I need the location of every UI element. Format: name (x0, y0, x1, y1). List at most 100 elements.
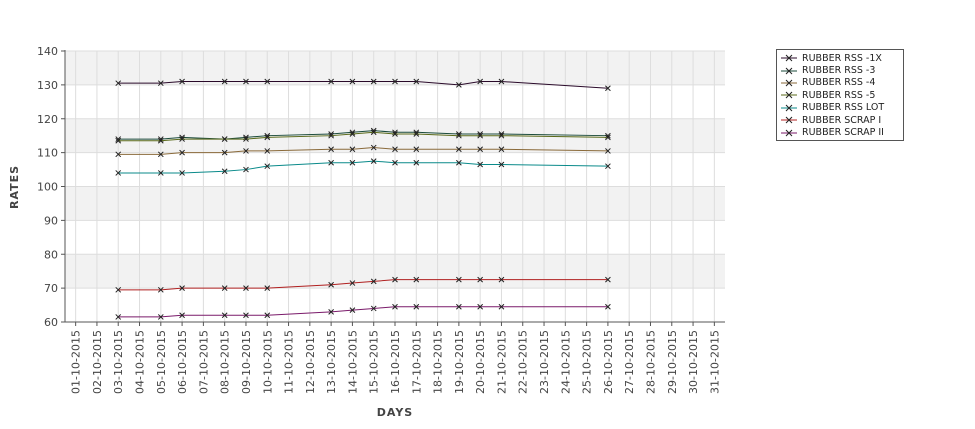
data-point (456, 276, 462, 283)
data-point (243, 285, 249, 291)
data-point (605, 163, 611, 170)
data-point (605, 134, 611, 141)
data-point (115, 314, 122, 320)
x-tick-label: 05-10-2015 (155, 330, 168, 394)
x-tick-label: 20-10-2015 (474, 330, 487, 394)
data-point (157, 151, 164, 158)
y-tick-label: 60 (44, 316, 58, 329)
series-layer (115, 78, 611, 320)
legend-label: RUBBER RSS LOT (802, 102, 885, 114)
data-point (243, 148, 249, 154)
series-1 (115, 78, 611, 92)
x-tick-label: 11-10-2015 (283, 330, 296, 394)
data-point (221, 312, 228, 319)
y-tick-label: 100 (37, 181, 58, 194)
data-point (179, 285, 185, 291)
data-point (157, 286, 164, 293)
data-point (370, 278, 377, 285)
data-point (328, 159, 334, 166)
data-point (328, 78, 334, 85)
x-tick-label: 17-10-2015 (410, 330, 423, 394)
data-point (264, 148, 271, 154)
data-point (370, 78, 377, 85)
data-point (392, 78, 398, 85)
data-point (264, 163, 271, 170)
x-tick-label: 12-10-2015 (304, 330, 317, 394)
legend-label: RUBBER RSS -5 (802, 89, 876, 101)
legend-label: RUBBER RSS -3 (802, 65, 876, 77)
x-tick-label: 19-10-2015 (453, 330, 466, 394)
x-tick-label: 15-10-2015 (368, 330, 381, 394)
x-tick-label: 28-10-2015 (644, 330, 657, 394)
data-point (498, 132, 505, 139)
x-tick-label: 14-10-2015 (346, 330, 359, 394)
data-point (413, 146, 420, 153)
data-point (115, 151, 122, 158)
y-tick-label: 140 (37, 45, 58, 58)
data-point (221, 168, 228, 175)
y-tick-label: 130 (37, 79, 58, 92)
data-point (221, 136, 228, 142)
series-5 (115, 158, 611, 176)
x-tick-label: 27-10-2015 (623, 330, 636, 394)
data-point (498, 303, 505, 310)
data-point (477, 78, 484, 85)
x-tick-label: 22-10-2015 (517, 330, 530, 394)
data-point (413, 78, 420, 85)
data-point (349, 131, 356, 137)
legend-item: RUBBER RSS -4 (777, 77, 903, 89)
x-tick-label: 10-10-2015 (261, 330, 274, 394)
data-point (370, 144, 377, 151)
data-point (243, 166, 249, 173)
data-point (392, 159, 398, 166)
data-point (179, 312, 185, 319)
series-3 (115, 144, 611, 158)
data-point (498, 78, 505, 85)
data-point (605, 85, 611, 92)
legend: RUBBER RSS -1X RUBBER RSS -3 RUBBER RSS -4… (776, 49, 904, 141)
data-point (221, 285, 228, 291)
data-point (243, 136, 249, 142)
legend-item: RUBBER SCRAP I (777, 114, 903, 126)
legend-marker (781, 129, 797, 136)
data-point (349, 146, 356, 153)
data-point (605, 276, 611, 283)
axis-ticks: 60 70 80 90 100 110 120 130 140 01-10-2015 02-10-2… (37, 45, 721, 394)
legend-marker (781, 104, 797, 112)
x-tick-label: 06-10-2015 (176, 330, 189, 394)
data-point (328, 132, 334, 139)
x-tick-label: 16-10-2015 (389, 330, 402, 394)
series-6 (115, 276, 611, 293)
data-point (370, 305, 377, 312)
x-tick-label: 03-10-2015 (112, 330, 125, 394)
legend-label: RUBBER RSS -1X (802, 52, 882, 64)
x-tick-label: 02-10-2015 (91, 330, 104, 394)
x-tick-label: 31-10-2015 (708, 330, 721, 394)
legend-item: RUBBER RSS -3 (777, 64, 903, 76)
x-tick-label: 21-10-2015 (495, 330, 508, 394)
legend-label: RUBBER SCRAP II (802, 127, 884, 139)
data-point (157, 137, 164, 144)
data-point (349, 280, 356, 286)
data-point (477, 276, 484, 283)
data-point (221, 149, 228, 156)
data-point (179, 136, 185, 142)
data-point (392, 303, 398, 310)
data-point (243, 78, 249, 85)
data-point (477, 161, 484, 168)
data-point (115, 286, 122, 293)
data-point (115, 170, 122, 176)
data-point (413, 303, 420, 310)
data-point (456, 146, 462, 153)
x-tick-label: 25-10-2015 (581, 330, 594, 394)
x-tick-label: 07-10-2015 (197, 330, 210, 394)
legend-marker (781, 54, 797, 62)
data-point (498, 276, 505, 283)
x-tick-label: 24-10-2015 (559, 330, 572, 394)
data-point (605, 148, 611, 154)
data-point (115, 137, 122, 144)
data-point (264, 78, 271, 85)
y-tick-label: 90 (44, 214, 58, 227)
data-point (413, 131, 420, 137)
x-tick-label: 29-10-2015 (666, 330, 679, 394)
